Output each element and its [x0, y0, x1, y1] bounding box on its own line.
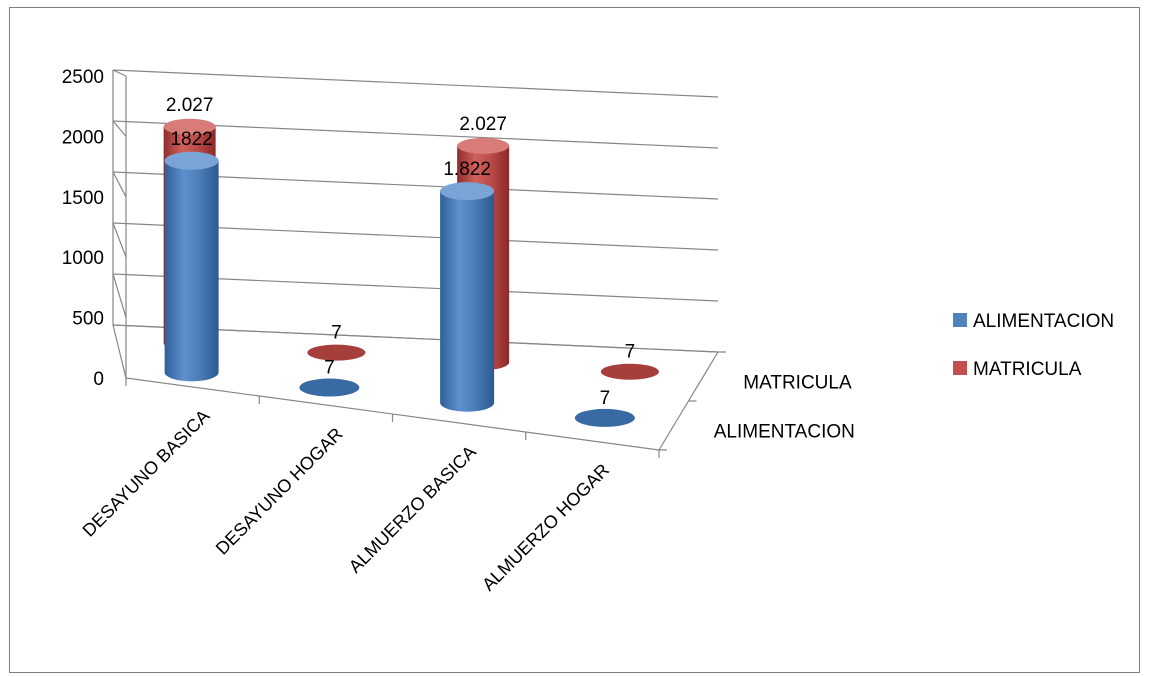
bar-alimentacion-1 [299, 378, 360, 397]
side-wall-gridline [112, 222, 127, 258]
legend-label-alimentacion: ALIMENTACION [973, 311, 1114, 332]
side-wall-gridline [112, 69, 127, 77]
y-tick-label: 2000 [62, 127, 104, 148]
back-wall-gridline [112, 69, 719, 98]
side-wall-gridline [112, 171, 127, 198]
data-label: 2.027 [459, 114, 507, 135]
x-tick-label: ALMUERZO BASICA [345, 442, 480, 577]
y-axis-ticks: 0 500 1000 1500 2000 2500 [62, 67, 104, 390]
y-tick-label: 500 [72, 309, 104, 330]
side-wall-gridline [112, 273, 127, 318]
legend-label-matricula: MATRICULA [973, 359, 1082, 380]
y-tick-label: 1500 [62, 188, 104, 209]
y-tick-label: 2500 [62, 67, 104, 88]
data-label: 2.027 [166, 95, 214, 116]
bar-matricula-3 [600, 363, 659, 380]
bar-top-matricula-0 [163, 118, 216, 135]
bar-top-matricula-2 [457, 137, 510, 154]
bar-top-alimentacion-2 [440, 182, 495, 201]
data-label: 7 [324, 358, 335, 379]
bar-top-alimentacion-0 [164, 151, 219, 170]
data-label: 1822 [170, 129, 212, 150]
legend: ALIMENTACION MATRICULA [953, 311, 1114, 380]
legend-swatch-matricula [953, 361, 967, 375]
data-label: 7 [625, 342, 636, 363]
x-tick-label: ALMUERZO HOGAR [478, 460, 613, 595]
y-tick-label: 1000 [62, 248, 104, 269]
y-tick-label: 0 [93, 369, 104, 390]
side-wall-gridline [112, 120, 127, 137]
bar-alimentacion-0 [164, 160, 219, 382]
legend-swatch-alimentacion [953, 313, 967, 327]
side-wall-gridline [112, 324, 127, 379]
depth-axis-label: MATRICULA [743, 373, 852, 394]
data-labels: 2.027 7 2.027 7 1822 7 1.822 7 [166, 95, 635, 409]
data-label: 7 [600, 388, 611, 409]
data-label: 1.822 [443, 159, 491, 180]
plot-area [163, 118, 659, 427]
depth-axis-label: ALIMENTACION [714, 422, 855, 443]
data-label: 7 [331, 323, 342, 344]
bar-matricula-1 [307, 344, 366, 361]
x-tick-label: DESAYUNO BASICA [79, 406, 214, 541]
depth-axis-labels: MATRICULA ALIMENTACION [714, 373, 855, 443]
bar-alimentacion-3 [574, 408, 635, 427]
bar-alimentacion-2 [440, 191, 495, 412]
x-tick-label: DESAYUNO HOGAR [212, 424, 347, 559]
